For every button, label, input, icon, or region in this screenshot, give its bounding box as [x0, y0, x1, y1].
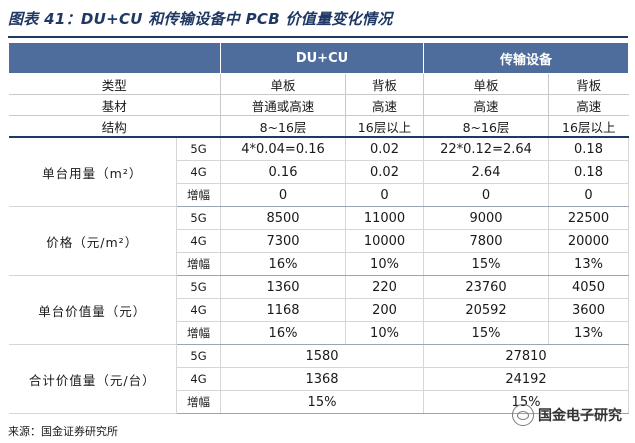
pcb-value-table: DU+CU 传输设备 类型 单板 背板 单板 背板 基材 普通或高速 高速 高速… — [8, 42, 630, 414]
table-cell: 9000 — [423, 206, 549, 230]
watermark: 国金电子研究 — [512, 404, 622, 426]
table-cell: 10% — [345, 321, 424, 345]
table-cell: 高速 — [345, 94, 424, 116]
table-cell: 8~16层 — [220, 115, 346, 138]
table-row: 增幅 16% 10% 15% 13% — [9, 321, 630, 345]
group-label-usage: 单台用量（m²） — [8, 137, 177, 207]
table-cell: 220 — [345, 275, 424, 299]
header-blank-cell — [8, 42, 221, 74]
table-cell: 0.16 — [220, 160, 346, 184]
table-cell: 0 — [345, 183, 424, 207]
row-label: 基材 — [8, 94, 221, 116]
meta-row-structure: 结构 8~16层 16层以上 8~16层 16层以上 — [8, 115, 629, 138]
table-cell: 3600 — [548, 298, 630, 322]
table-cell: 4*0.04=0.16 — [220, 137, 346, 161]
table-cell: 23760 — [423, 275, 549, 299]
table-cell: 16层以上 — [548, 115, 629, 138]
table-cell: 1368 — [220, 367, 424, 391]
sub-label: 5G — [176, 206, 221, 230]
wechat-icon — [512, 404, 534, 426]
table-cell: 10000 — [345, 229, 424, 253]
table-cell: 22*0.12=2.64 — [423, 137, 549, 161]
sub-label: 增幅 — [176, 252, 221, 276]
table-cell: 0.18 — [548, 160, 630, 184]
table-cell: 高速 — [423, 94, 549, 116]
source-note: 来源：国金证券研究所 — [8, 425, 118, 438]
row-label: 结构 — [8, 115, 221, 138]
table-cell: 15% — [220, 390, 424, 414]
table-row: 4G 0.16 0.02 2.64 0.18 — [9, 160, 630, 184]
table-cell: 0 — [548, 183, 630, 207]
table-row: 4G 1368 24192 — [9, 367, 630, 391]
sub-label: 4G — [176, 298, 221, 322]
table-cell: 24192 — [423, 367, 630, 391]
table-cell: 1360 — [220, 275, 346, 299]
sub-label: 5G — [176, 275, 221, 299]
table-row: 合计价值量（元/台） 5G 1580 27810 — [8, 344, 630, 414]
table-cell: 高速 — [548, 94, 629, 116]
group-label-unit-value: 单台价值量（元） — [8, 275, 177, 345]
table-cell: 背板 — [345, 73, 424, 95]
sub-label: 增幅 — [176, 390, 221, 414]
table-row: 单台用量（m²） 5G 4*0.04=0.16 0.02 22*0.12=2.6… — [8, 137, 630, 207]
sub-label: 4G — [176, 229, 221, 253]
table-cell: 22500 — [548, 206, 630, 230]
table-cell: 8500 — [220, 206, 346, 230]
table-cell: 单板 — [220, 73, 346, 95]
table-row: 价格（元/m²） 5G 8500 11000 9000 22500 — [8, 206, 630, 276]
table-cell: 1168 — [220, 298, 346, 322]
table-cell: 背板 — [548, 73, 629, 95]
table-row: 增幅 15% 15% — [9, 390, 630, 414]
table-cell: 0.02 — [345, 160, 424, 184]
table-cell: 15% — [423, 321, 549, 345]
table-cell: 0 — [423, 183, 549, 207]
table-row: 增幅 0 0 0 0 — [9, 183, 630, 207]
table-cell: 15% — [423, 390, 630, 414]
table-cell: 10% — [345, 252, 424, 276]
title-divider — [8, 36, 628, 38]
header-transport: 传输设备 — [422, 42, 630, 74]
table-cell: 0.02 — [345, 137, 424, 161]
sub-label: 增幅 — [176, 183, 221, 207]
table-cell: 13% — [548, 252, 630, 276]
figure-title: 图表 41：DU+CU 和传输设备中 PCB 价值量变化情况 — [8, 10, 393, 28]
table-cell: 普通或高速 — [220, 94, 346, 116]
table-row: 4G 1168 200 20592 3600 — [9, 298, 630, 322]
group-label-price: 价格（元/m²） — [8, 206, 177, 276]
sub-label: 5G — [176, 344, 221, 368]
table-cell: 单板 — [423, 73, 549, 95]
table-cell: 16% — [220, 252, 346, 276]
table-cell: 16层以上 — [345, 115, 424, 138]
table-row: 4G 7300 10000 7800 20000 — [9, 229, 630, 253]
table-cell: 20000 — [548, 229, 630, 253]
table-cell: 0 — [220, 183, 346, 207]
table-cell: 8~16层 — [423, 115, 549, 138]
table-row: 增幅 16% 10% 15% 13% — [9, 252, 630, 276]
watermark-text: 国金电子研究 — [538, 408, 622, 424]
table-cell: 13% — [548, 321, 630, 345]
table-cell: 200 — [345, 298, 424, 322]
table-cell: 20592 — [423, 298, 549, 322]
table-cell: 4050 — [548, 275, 630, 299]
header-du-cu: DU+CU — [220, 42, 424, 74]
meta-row-substrate: 基材 普通或高速 高速 高速 高速 — [8, 94, 629, 116]
table-cell: 11000 — [345, 206, 424, 230]
table-header-row: DU+CU 传输设备 — [8, 42, 630, 74]
table-cell: 27810 — [423, 344, 630, 368]
sub-label: 增幅 — [176, 321, 221, 345]
sub-label: 5G — [176, 137, 221, 161]
meta-row-type: 类型 单板 背板 单板 背板 — [8, 73, 629, 95]
table-cell: 15% — [423, 252, 549, 276]
table-cell: 16% — [220, 321, 346, 345]
table-cell: 2.64 — [423, 160, 549, 184]
table-cell: 7800 — [423, 229, 549, 253]
sub-label: 4G — [176, 160, 221, 184]
table-row: 单台价值量（元） 5G 1360 220 23760 4050 — [8, 275, 630, 345]
table-cell: 1580 — [220, 344, 424, 368]
sub-label: 4G — [176, 367, 221, 391]
table-cell: 0.18 — [548, 137, 630, 161]
group-label-total: 合计价值量（元/台） — [8, 344, 177, 414]
row-label: 类型 — [8, 73, 221, 95]
table-cell: 7300 — [220, 229, 346, 253]
